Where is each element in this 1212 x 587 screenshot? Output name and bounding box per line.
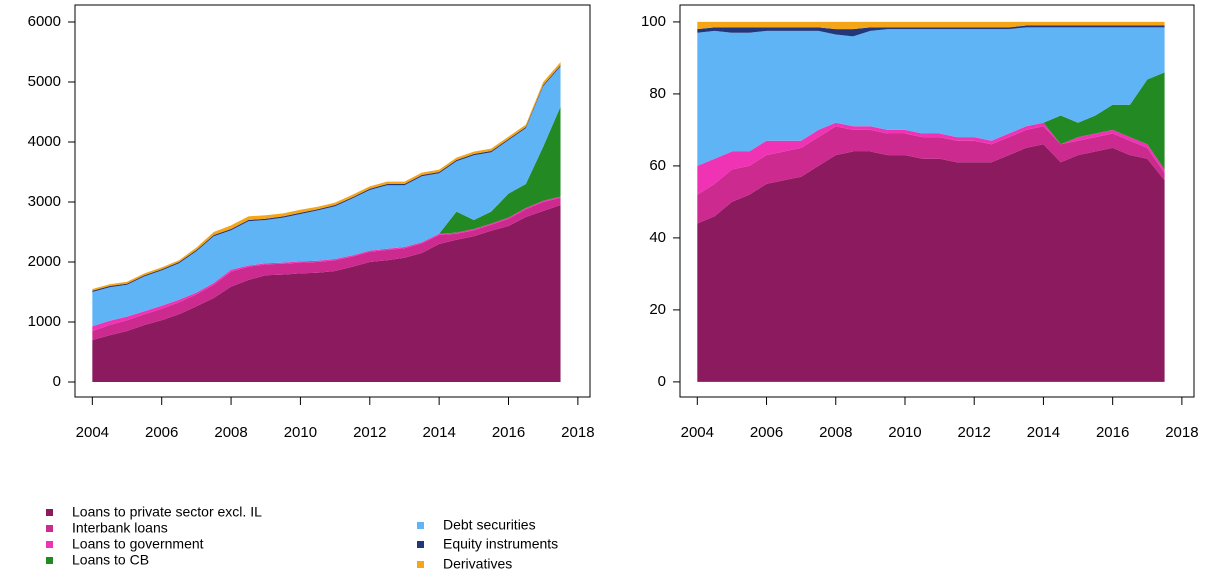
y-tick-label: 1000 [28, 313, 61, 330]
legend-label: Loans to private sector excl. IL [72, 504, 262, 520]
x-tick-label: 2016 [492, 424, 525, 441]
area [697, 144, 1165, 382]
x-tick-label: 2014 [1027, 424, 1060, 441]
legend-swatch [46, 541, 53, 548]
y-tick-label: 40 [649, 229, 666, 246]
y-tick-label: 5000 [28, 73, 61, 90]
plot-frame [679, 4, 1195, 398]
x-tick-label: 2008 [819, 424, 852, 441]
area [697, 21, 1165, 30]
x-tick-label: 2006 [145, 424, 178, 441]
legend-label: Derivatives [443, 556, 512, 572]
legend-label: Equity instruments [443, 536, 558, 552]
x-tick-label: 2014 [422, 424, 455, 441]
area [92, 197, 561, 340]
area [697, 72, 1165, 170]
x-tick-label: 2004 [681, 424, 714, 441]
legend-swatch [46, 557, 53, 564]
y-tick-label: 100 [641, 13, 666, 30]
y-tick-label: 0 [658, 373, 666, 390]
y-tick-label: 4000 [28, 133, 61, 150]
x-tick-label: 2018 [561, 424, 594, 441]
y-tick-label: 2000 [28, 253, 61, 270]
area [92, 204, 561, 382]
plot-frame [74, 4, 591, 398]
y-tick-label: 20 [649, 301, 666, 318]
x-tick-label: 2016 [1096, 424, 1129, 441]
x-tick-label: 2010 [284, 424, 317, 441]
y-tick-label: 80 [649, 85, 666, 102]
x-tick-label: 2010 [888, 424, 921, 441]
y-tick-label: 3000 [28, 193, 61, 210]
legend-label: Debt securities [443, 517, 536, 533]
area [697, 126, 1165, 224]
x-tick-label: 2004 [76, 424, 109, 441]
area [697, 25, 1165, 37]
legend: Loans to private sector excl. ILInterban… [46, 504, 558, 572]
x-tick-label: 2006 [750, 424, 783, 441]
x-tick-label: 2012 [958, 424, 991, 441]
legend-label: Interbank loans [72, 520, 168, 536]
y-tick-label: 0 [53, 373, 61, 390]
area [92, 66, 561, 327]
y-tick-label: 60 [649, 157, 666, 174]
x-tick-label: 2018 [1165, 424, 1198, 441]
legend-swatch [417, 561, 424, 568]
legend-label: Loans to government [72, 536, 204, 552]
legend-swatch [46, 509, 53, 516]
legend-label: Loans to CB [72, 552, 149, 568]
area [697, 27, 1165, 166]
x-tick-label: 2012 [353, 424, 386, 441]
y-tick-label: 6000 [28, 13, 61, 30]
legend-swatch [46, 525, 53, 532]
legend-swatch [417, 541, 424, 548]
x-tick-label: 2008 [214, 424, 247, 441]
legend-swatch [417, 522, 424, 529]
area [697, 122, 1165, 195]
